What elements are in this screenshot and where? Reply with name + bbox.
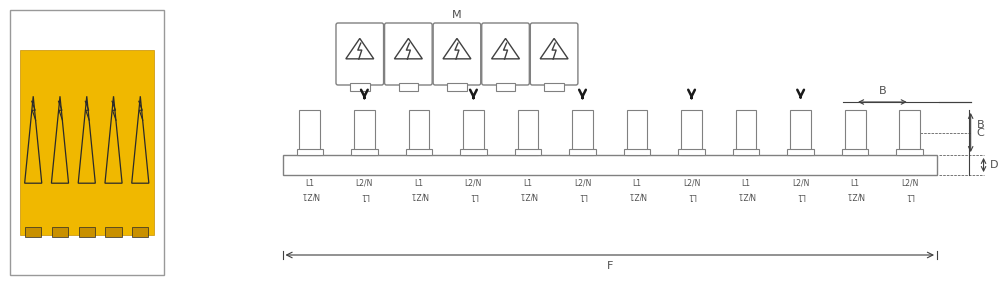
Bar: [790, 110, 811, 155]
Text: L1: L1: [796, 191, 805, 200]
FancyBboxPatch shape: [482, 23, 529, 85]
Text: L1: L1: [633, 179, 642, 188]
Text: L2/N: L2/N: [355, 179, 373, 188]
Bar: [544, 83, 564, 91]
Text: M: M: [452, 10, 462, 20]
Polygon shape: [443, 38, 471, 59]
Text: L1: L1: [414, 179, 423, 188]
Bar: [844, 110, 865, 155]
Text: L2/N: L2/N: [465, 179, 482, 188]
Bar: [736, 110, 756, 155]
Text: L1: L1: [578, 191, 587, 200]
Bar: [627, 110, 648, 155]
Bar: [408, 110, 429, 155]
Bar: [463, 110, 484, 155]
Bar: [354, 110, 374, 155]
Text: N/Z1: N/Z1: [410, 191, 428, 200]
Bar: [518, 110, 538, 155]
Text: L1: L1: [687, 191, 696, 200]
Bar: [20, 50, 154, 235]
Bar: [350, 83, 369, 91]
Bar: [133, 227, 149, 237]
Bar: [624, 149, 651, 155]
Text: L1: L1: [360, 191, 369, 200]
Text: N/Z1: N/Z1: [846, 191, 864, 200]
Text: B: B: [977, 119, 984, 130]
Bar: [351, 149, 377, 155]
Text: L1: L1: [469, 191, 478, 200]
Text: L2/N: L2/N: [574, 179, 591, 188]
Bar: [733, 149, 759, 155]
Polygon shape: [52, 96, 69, 183]
Polygon shape: [105, 96, 122, 183]
Bar: [405, 149, 432, 155]
Polygon shape: [540, 38, 568, 59]
Text: D: D: [989, 160, 998, 170]
Text: L2/N: L2/N: [792, 179, 809, 188]
Bar: [25, 227, 41, 237]
FancyBboxPatch shape: [384, 23, 432, 85]
Bar: [106, 227, 122, 237]
Bar: [679, 149, 705, 155]
Bar: [52, 227, 68, 237]
Text: B: B: [878, 86, 886, 96]
Text: N/Z1: N/Z1: [628, 191, 647, 200]
Text: L1: L1: [905, 191, 914, 200]
Polygon shape: [78, 96, 96, 183]
Polygon shape: [25, 96, 42, 183]
Bar: [447, 83, 467, 91]
Text: F: F: [607, 261, 613, 271]
Text: L1: L1: [524, 179, 533, 188]
Bar: [296, 149, 323, 155]
Bar: [515, 149, 541, 155]
Bar: [569, 149, 596, 155]
Text: L1: L1: [850, 179, 859, 188]
Bar: [282, 155, 937, 175]
Bar: [899, 110, 920, 155]
FancyBboxPatch shape: [336, 23, 383, 85]
Bar: [842, 149, 868, 155]
Bar: [896, 149, 923, 155]
Polygon shape: [492, 38, 520, 59]
Bar: [496, 83, 515, 91]
FancyBboxPatch shape: [530, 23, 578, 85]
Text: L1: L1: [305, 179, 314, 188]
Text: C: C: [977, 128, 984, 137]
Bar: [79, 227, 95, 237]
Bar: [572, 110, 593, 155]
Polygon shape: [394, 38, 422, 59]
Bar: [460, 149, 487, 155]
Bar: [682, 110, 702, 155]
Text: L2/N: L2/N: [683, 179, 701, 188]
Text: N/Z1: N/Z1: [737, 191, 755, 200]
Polygon shape: [132, 96, 149, 183]
Bar: [398, 83, 418, 91]
Text: N/Z1: N/Z1: [519, 191, 537, 200]
Bar: [10, 10, 164, 275]
Bar: [787, 149, 814, 155]
Text: L2/N: L2/N: [901, 179, 918, 188]
Polygon shape: [346, 38, 373, 59]
Text: L1: L1: [742, 179, 750, 188]
FancyBboxPatch shape: [433, 23, 481, 85]
Text: N/Z1: N/Z1: [300, 191, 319, 200]
Bar: [299, 110, 320, 155]
